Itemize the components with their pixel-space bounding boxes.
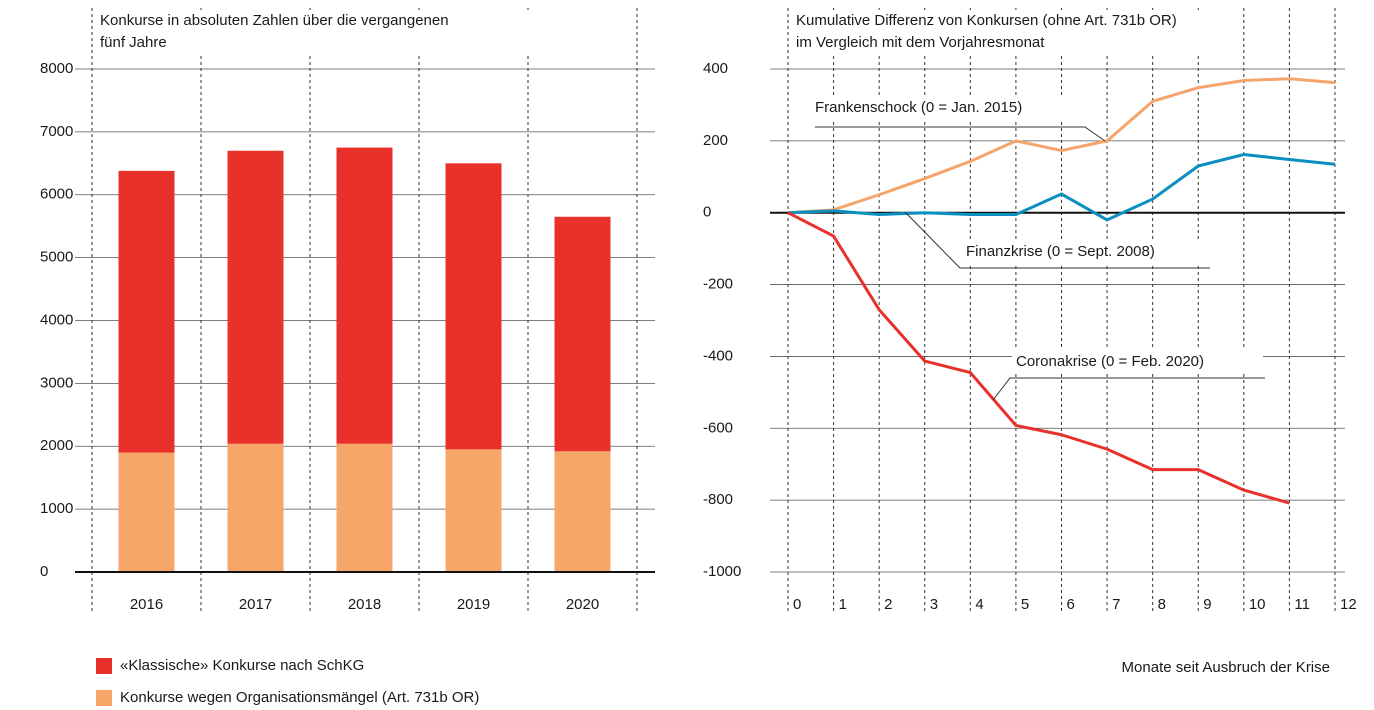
series-label: Coronakrise (0 = Feb. 2020): [1016, 353, 1204, 370]
bar: [227, 443, 284, 572]
bar: [445, 449, 502, 572]
label-leader: [904, 211, 1210, 269]
x-tick-label: 4: [975, 596, 983, 613]
chart-title: fünf Jahre: [100, 34, 167, 51]
x-tick-label: 6: [1067, 596, 1075, 613]
chart-title: im Vergleich mit dem Vorjahresmonat: [796, 34, 1045, 51]
series-line: [787, 153, 1336, 222]
y-tick-label: 4000: [40, 311, 73, 328]
x-tick-label: 2017: [239, 596, 272, 613]
y-tick-label: -600: [703, 419, 733, 436]
label-leader: [815, 126, 1106, 142]
x-tick-label: 7: [1112, 596, 1120, 613]
bar: [336, 443, 393, 572]
y-tick-label: 7000: [40, 123, 73, 140]
label-background: [811, 95, 1085, 119]
y-tick-label: 3000: [40, 374, 73, 391]
bar: [445, 163, 502, 450]
title-background: [792, 10, 1242, 32]
y-tick-label: 0: [40, 563, 48, 580]
y-tick-label: 5000: [40, 249, 73, 266]
x-tick-label: 1: [839, 596, 847, 613]
y-tick-label: -400: [703, 347, 733, 364]
y-tick-label: -800: [703, 491, 733, 508]
legend-label: Konkurse wegen Organisationsmängel (Art.…: [120, 689, 479, 706]
x-tick-label: 8: [1158, 596, 1166, 613]
series-label: Finanzkrise (0 = Sept. 2008): [966, 243, 1155, 260]
x-tick-label: 0: [793, 596, 801, 613]
legend-swatch: [96, 658, 112, 674]
label-leader: [992, 377, 1265, 401]
x-tick-label: 12: [1340, 596, 1357, 613]
series-label: Frankenschock (0 = Jan. 2015): [815, 99, 1022, 116]
bar: [336, 147, 393, 444]
x-tick-label: 10: [1249, 596, 1266, 613]
bar: [554, 216, 611, 452]
label-background: [962, 239, 1208, 263]
x-tick-label: 3: [930, 596, 938, 613]
chart-title: Kumulative Differenz von Konkursen (ohne…: [796, 12, 1177, 29]
x-tick-label: 2020: [566, 596, 599, 613]
chart-title: Konkurse in absoluten Zahlen über die ve…: [100, 12, 449, 29]
x-tick-label: 2016: [130, 596, 163, 613]
series-line: [787, 77, 1336, 215]
y-tick-label: 8000: [40, 60, 73, 77]
x-tick-label: 2019: [457, 596, 490, 613]
y-tick-label: 0: [703, 204, 711, 221]
y-tick-label: 1000: [40, 500, 73, 517]
y-tick-label: 400: [703, 60, 728, 77]
bar: [118, 170, 175, 453]
y-tick-label: 2000: [40, 437, 73, 454]
x-tick-label: 11: [1294, 596, 1310, 613]
y-tick-label: 200: [703, 132, 728, 149]
bar: [554, 451, 611, 572]
legend-label: «Klassische» Konkurse nach SchKG: [120, 657, 364, 674]
y-tick-label: -200: [703, 276, 733, 293]
label-background: [1012, 349, 1263, 373]
legend-swatch: [96, 690, 112, 706]
y-tick-label: 6000: [40, 186, 73, 203]
title-background: [96, 10, 546, 32]
x-tick-label: 9: [1203, 596, 1211, 613]
x-tick-label: 2018: [348, 596, 381, 613]
x-axis-label: Monate seit Ausbruch der Krise: [1122, 659, 1330, 676]
x-tick-label: 2: [884, 596, 892, 613]
title-background: [96, 32, 546, 54]
bar: [118, 452, 175, 572]
x-tick-label: 5: [1021, 596, 1029, 613]
title-background: [792, 32, 1242, 54]
series-line: [787, 211, 1290, 505]
y-tick-label: -1000: [703, 563, 741, 580]
bar: [227, 150, 284, 444]
